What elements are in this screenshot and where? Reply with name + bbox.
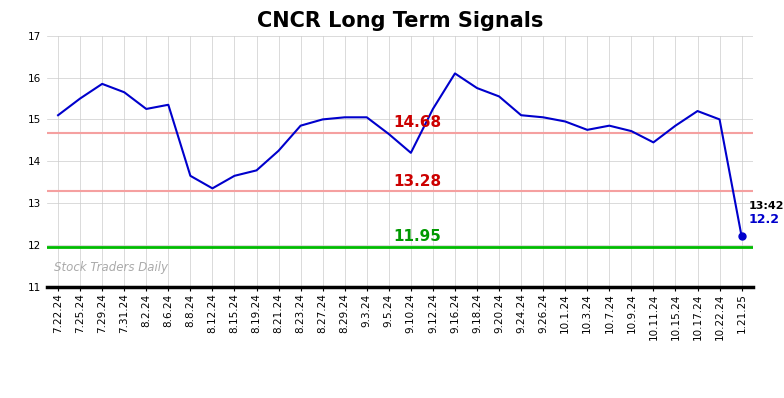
Text: 11.95: 11.95 — [394, 229, 441, 244]
Text: 14.68: 14.68 — [394, 115, 441, 130]
Text: 13:42: 13:42 — [748, 201, 784, 211]
Text: 12.2: 12.2 — [748, 213, 779, 226]
Text: Stock Traders Daily: Stock Traders Daily — [54, 261, 168, 274]
Text: 13.28: 13.28 — [394, 174, 441, 189]
Title: CNCR Long Term Signals: CNCR Long Term Signals — [256, 12, 543, 31]
